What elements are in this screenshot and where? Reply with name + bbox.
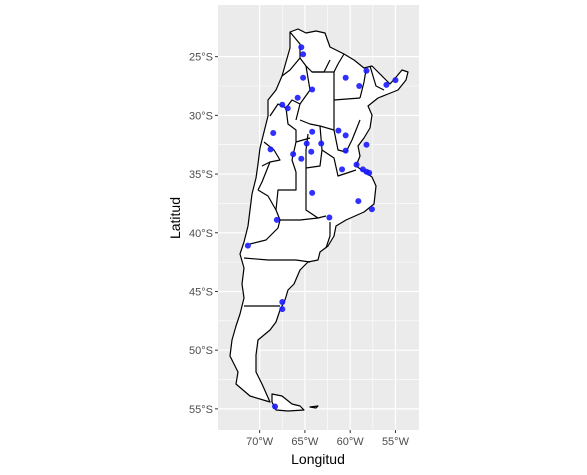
y-tick-label: 25°S — [189, 52, 213, 64]
data-point — [290, 151, 297, 158]
data-point — [273, 216, 280, 223]
data-point — [294, 94, 301, 101]
data-point — [353, 161, 360, 168]
x-tick-label: 60°W — [337, 436, 365, 448]
data-point — [335, 127, 342, 134]
province-boundaries — [243, 31, 385, 307]
data-point — [339, 166, 346, 173]
data-point — [342, 74, 349, 81]
y-tick-label: 50°S — [189, 345, 213, 357]
points-layer — [244, 44, 399, 410]
data-point — [363, 141, 370, 148]
data-point — [300, 51, 307, 58]
y-axis: 25°S 30°S 35°S 40°S 45°S 50°S 55°S — [189, 52, 218, 416]
data-point — [244, 242, 251, 249]
x-tick-label: 55°W — [382, 436, 410, 448]
data-point — [309, 86, 316, 93]
data-point — [326, 214, 333, 221]
y-tick-label: 55°S — [189, 404, 213, 416]
data-point — [309, 189, 316, 196]
data-point — [308, 148, 315, 155]
isla-de-los-estados — [309, 405, 319, 409]
data-point — [267, 146, 274, 153]
data-point — [309, 128, 316, 135]
data-point — [279, 299, 286, 306]
data-point — [355, 198, 362, 205]
y-axis-title: Latitud — [167, 197, 183, 239]
data-point — [300, 74, 307, 81]
x-tick-label: 65°W — [291, 436, 319, 448]
data-point — [270, 129, 277, 136]
data-point — [318, 140, 325, 147]
data-point — [298, 44, 305, 51]
y-tick-label: 35°S — [189, 169, 213, 181]
data-point — [366, 169, 373, 176]
data-point — [284, 105, 291, 112]
y-tick-label: 40°S — [189, 228, 213, 240]
data-point — [298, 155, 305, 162]
data-point — [392, 77, 399, 84]
x-tick-label: 70°W — [246, 436, 274, 448]
x-axis-title: Longitud — [291, 451, 345, 467]
data-point — [272, 403, 279, 410]
data-point — [383, 81, 390, 88]
y-tick-label: 45°S — [189, 286, 213, 298]
data-point — [363, 67, 370, 74]
data-point — [356, 83, 363, 90]
data-point — [279, 101, 286, 108]
data-point — [279, 306, 286, 313]
y-tick-label: 30°S — [189, 110, 213, 122]
data-point — [303, 140, 310, 147]
x-axis: 70°W 65°W 60°W 55°W — [246, 430, 410, 448]
data-point — [342, 147, 349, 154]
data-point — [342, 132, 349, 139]
data-point — [368, 206, 375, 213]
